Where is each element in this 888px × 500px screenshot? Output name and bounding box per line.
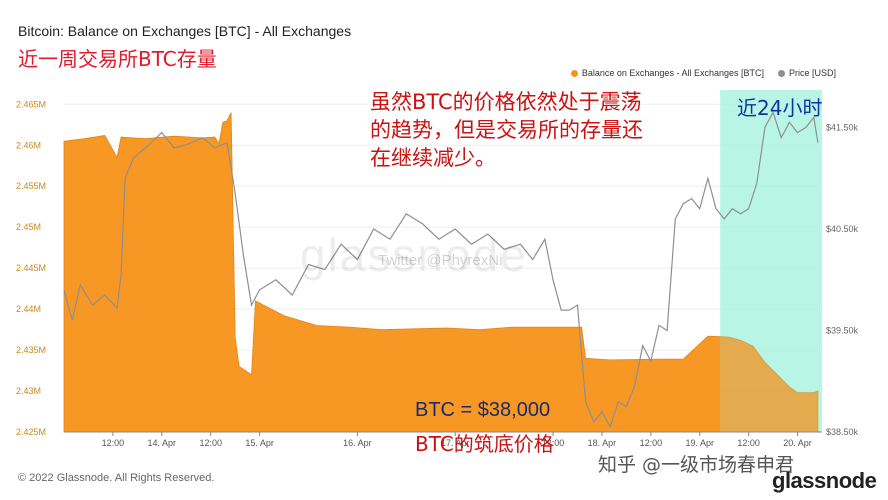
legend-balance-label: Balance on Exchanges - All Exchanges [BT… bbox=[581, 68, 764, 78]
watermark-twitter: Twitter @PhyrexNi bbox=[378, 252, 503, 269]
x-tick-label: 14. Apr bbox=[148, 438, 177, 448]
x-tick-label: 15. Apr bbox=[245, 438, 274, 448]
y-left-tick-label: 2.425M bbox=[16, 427, 46, 437]
annotation-main-line-2: 的趋势，但是交易所的存量还 bbox=[370, 118, 643, 142]
price-line-path bbox=[63, 110, 819, 429]
balance-area bbox=[63, 90, 822, 433]
annotation-price-level: BTC = $38,000 bbox=[415, 399, 551, 421]
annotation-last-24h: 近24小时 bbox=[737, 96, 823, 120]
annotation-main-line-1: 虽然BTC的价格依然处于震荡 bbox=[370, 90, 642, 114]
annotation-price-floor: BTC的筑底价格 bbox=[415, 432, 554, 456]
legend-item-price[interactable]: Price [USD] bbox=[777, 68, 836, 78]
highlight-overlay bbox=[720, 90, 822, 432]
glassnode-logo: glassnode bbox=[772, 468, 877, 493]
x-tick-label: 20. Apr bbox=[783, 438, 812, 448]
price-dot-icon bbox=[777, 69, 785, 77]
y-left-tick-label: 2.43M bbox=[16, 386, 41, 396]
y-right-tick-label: $41.50k bbox=[826, 123, 859, 133]
y-right-tick-label: $39.50k bbox=[826, 326, 859, 336]
x-tick-label: 12:00 bbox=[640, 438, 663, 448]
y-left-tick-label: 2.455M bbox=[16, 181, 46, 191]
legend[interactable]: Balance on Exchanges - All Exchanges [BT… bbox=[570, 68, 836, 78]
copyright: © 2022 Glassnode. All Rights Reserved. bbox=[18, 472, 215, 484]
balance-area-path bbox=[63, 112, 819, 433]
legend-price-label: Price [USD] bbox=[788, 68, 836, 78]
y-left-tick-label: 2.45M bbox=[16, 222, 41, 232]
annotation-main-line-3: 在继续减少。 bbox=[370, 146, 496, 170]
x-tick-label: 12:00 bbox=[737, 438, 760, 448]
annotation-title: 近一周交易所BTC存量 bbox=[18, 47, 217, 71]
watermark-glassnode: glassnode bbox=[300, 229, 528, 281]
x-tick-label: 18. Apr bbox=[588, 438, 617, 448]
price-line bbox=[63, 110, 819, 429]
legend-item-balance[interactable]: Balance on Exchanges - All Exchanges [BT… bbox=[570, 68, 764, 78]
axes: 2.425M 2.43M 2.435M 2.44M 2.445M 2.45M 2.455M 2… bbox=[16, 99, 859, 448]
annotation-main: 虽然BTC的价格依然处于震荡 的趋势，但是交易所的存量还 在继续减少。 bbox=[370, 88, 670, 172]
y-left-tick-label: 2.44M bbox=[16, 304, 41, 314]
y-left-tick-label: 2.445M bbox=[16, 263, 46, 273]
y-right-tick-label: $38.50k bbox=[826, 427, 859, 437]
x-tick-label: 12:00 bbox=[102, 438, 125, 448]
x-tick-label: 12:00 bbox=[542, 438, 565, 448]
x-tick-label: 12:00 bbox=[199, 438, 222, 448]
source-watermark: 知乎 @一级市场春申君 bbox=[598, 454, 795, 476]
x-tick-label: 17. Apr bbox=[441, 438, 470, 448]
x-tick-label: 16. Apr bbox=[343, 438, 372, 448]
y-right-tick-label: $40.50k bbox=[826, 224, 859, 234]
y-left-tick-label: 2.46M bbox=[16, 140, 41, 150]
x-tick-label: 19. Apr bbox=[685, 438, 714, 448]
y-left-tick-label: 2.435M bbox=[16, 345, 46, 355]
balance-dot-icon bbox=[570, 69, 578, 77]
y-left-tick-label: 2.465M bbox=[16, 99, 46, 109]
chart-title: Bitcoin: Balance on Exchanges [BTC] - Al… bbox=[18, 23, 352, 39]
